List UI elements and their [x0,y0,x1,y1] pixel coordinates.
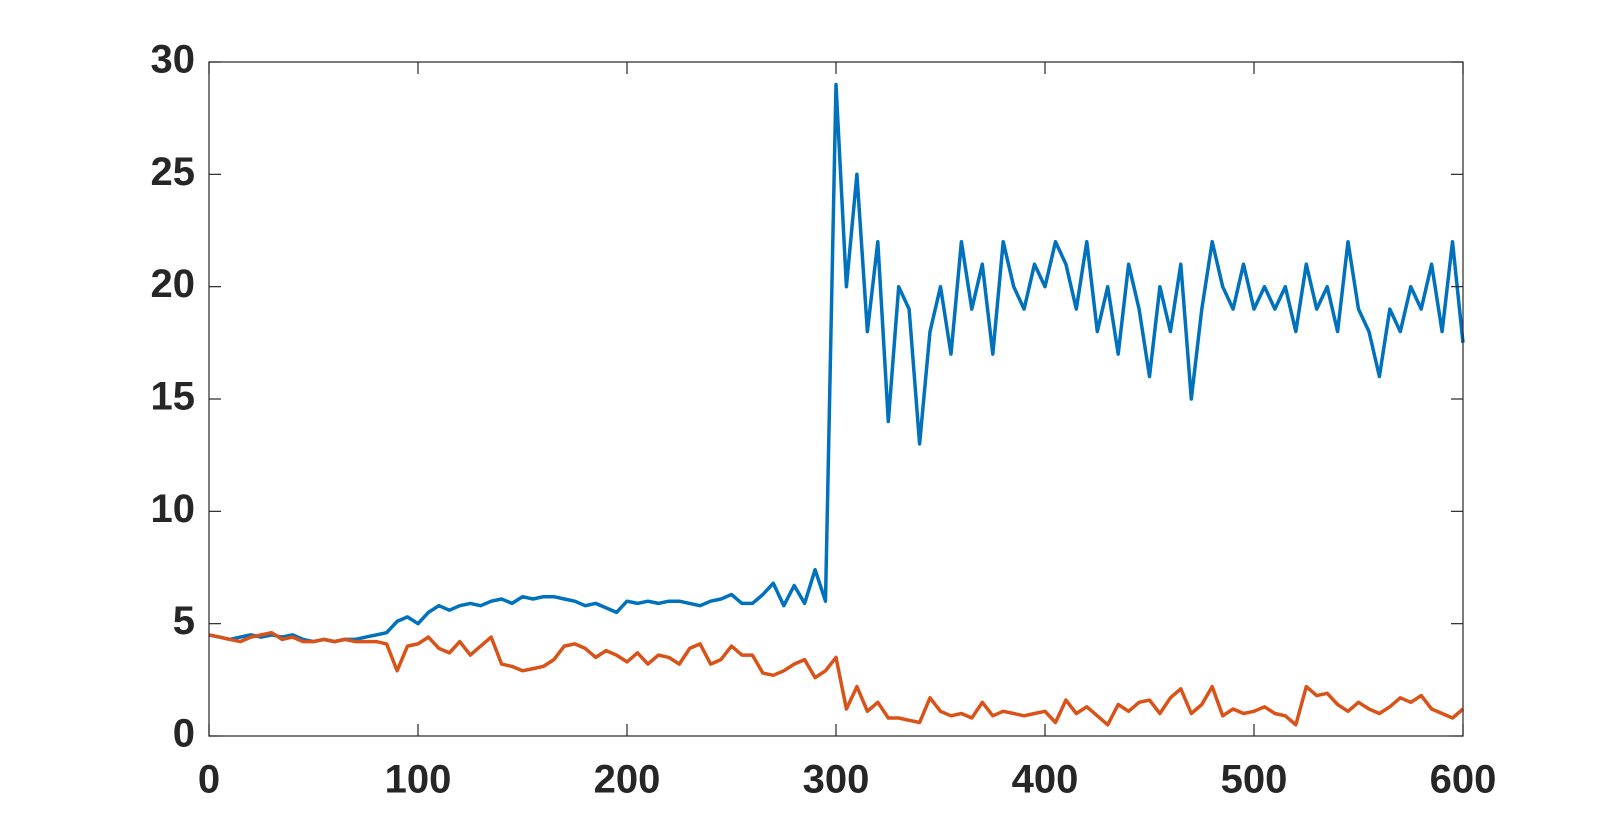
x-tick-label: 500 [1221,758,1288,802]
y-tick-label: 10 [151,487,196,531]
axes-box [208,61,1464,737]
data-line [208,630,1465,727]
data-line [208,82,1465,644]
y-tick-label: 0 [173,712,195,756]
y-tick-label: 5 [173,599,195,643]
x-tick-label: 400 [1012,758,1079,802]
x-tick-label: 200 [594,758,661,802]
y-tick-label: 15 [151,375,196,419]
y-tick-label: 30 [151,38,196,82]
x-tick-label: 600 [1430,758,1497,802]
x-tick-label: 100 [385,758,452,802]
x-tick-label: 300 [803,758,870,802]
y-tick-label: 25 [151,150,196,194]
x-tick-label: 0 [198,758,220,802]
y-tick-label: 20 [151,262,196,306]
